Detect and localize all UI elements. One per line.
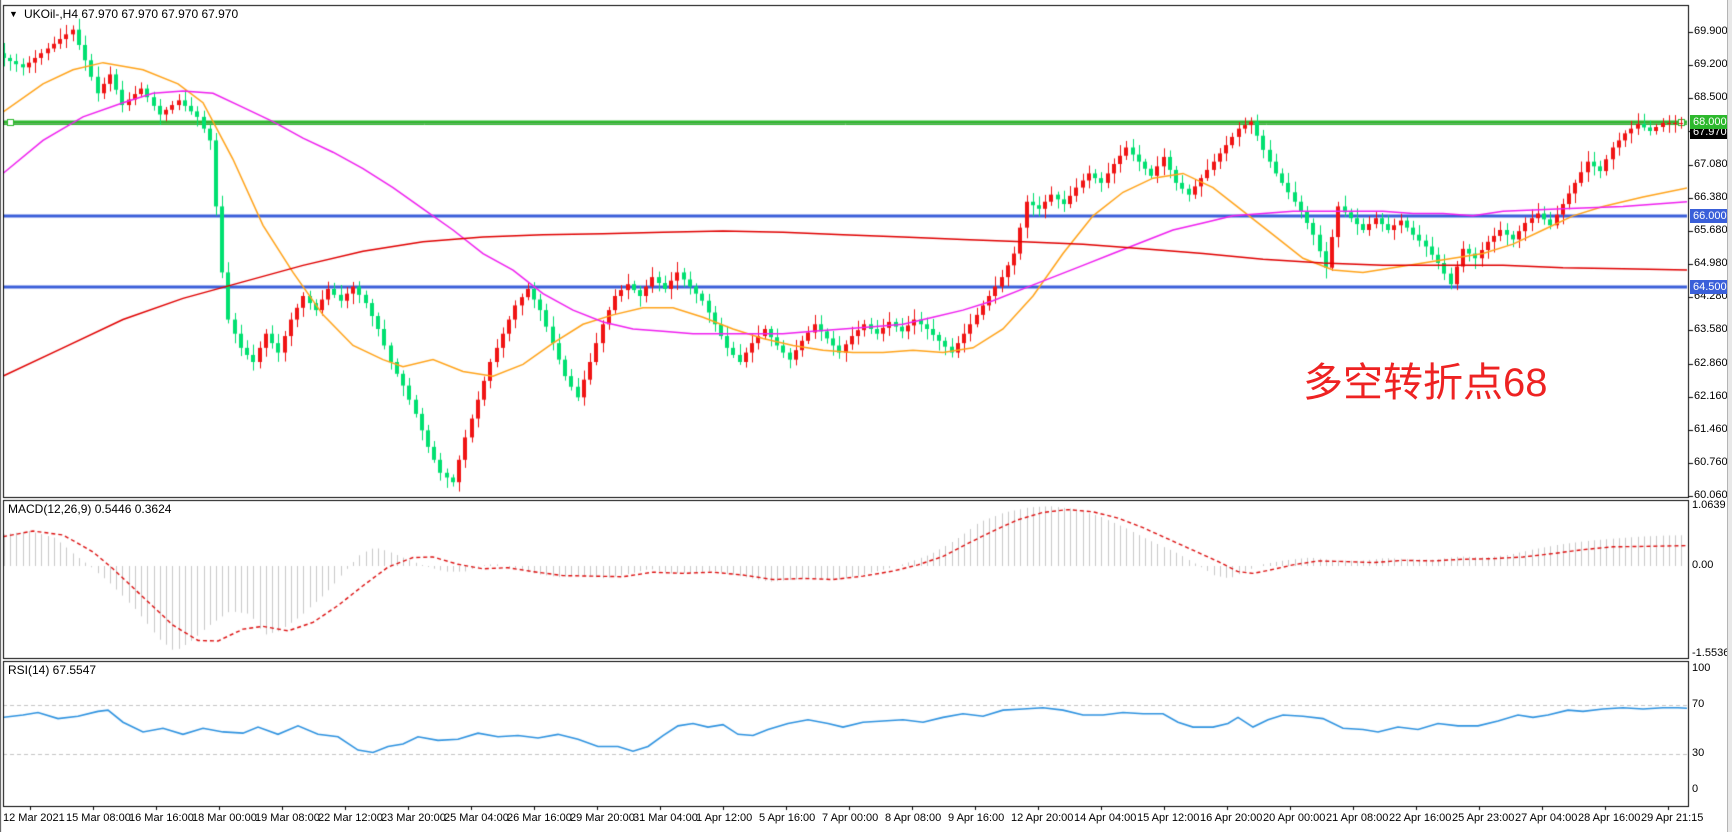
price-axis-label: 62.160 — [1694, 390, 1728, 402]
time-axis-label: 27 Apr 04:00 — [1515, 812, 1578, 824]
price-axis-label: 60.060 — [1694, 489, 1728, 501]
time-axis-label: 29 Mar 20:00 — [570, 812, 635, 824]
time-axis-label: 29 Apr 21:15 — [1641, 812, 1704, 824]
time-axis-label: 20 Apr 00:00 — [1263, 812, 1326, 824]
time-axis-label: 15 Apr 12:00 — [1137, 812, 1200, 824]
time-axis-label: 9 Apr 16:00 — [948, 812, 1005, 824]
price-axis-label: 65.680 — [1694, 224, 1728, 236]
rsi-axis-label: 100 — [1692, 662, 1711, 674]
price-axis-label: 62.860 — [1694, 357, 1728, 369]
price-axis-label: 67.080 — [1694, 158, 1728, 170]
price-axis-label: 68.500 — [1694, 91, 1728, 103]
time-axis-label: 8 Apr 08:00 — [885, 812, 942, 824]
time-axis-label: 14 Apr 04:00 — [1074, 812, 1137, 824]
rsi-label: RSI(14) 67.5547 — [8, 663, 97, 677]
time-axis-label: 22 Mar 12:00 — [318, 812, 383, 824]
macd-axis-label: -1.5536 — [1692, 647, 1730, 659]
rsi-axis-label: 30 — [1692, 747, 1705, 759]
time-axis-label: 16 Apr 20:00 — [1200, 812, 1263, 824]
time-axis-label: 1 Apr 12:00 — [696, 812, 753, 824]
text-annotation: 多空转折点68 — [1303, 361, 1548, 405]
time-axis-label: 12 Mar 2021 — [3, 812, 65, 824]
time-axis-label: 26 Mar 16:00 — [507, 812, 572, 824]
time-axis-label: 19 Mar 08:00 — [255, 812, 320, 824]
time-axis-label: 23 Mar 20:00 — [381, 812, 446, 824]
collapse-triangle-icon[interactable]: ▼ — [9, 9, 18, 19]
macd-axis-label: 1.0639 — [1692, 499, 1726, 511]
macd-axis-label: 0.00 — [1692, 559, 1714, 571]
price-axis-label: 66.380 — [1694, 191, 1728, 203]
panel-divider-rsi[interactable] — [3, 656, 1688, 661]
price-axis-label: 64.980 — [1694, 257, 1728, 269]
panel-divider-macd[interactable] — [3, 495, 1688, 500]
time-axis-label: 25 Mar 04:00 — [444, 812, 509, 824]
time-axis-label: 5 Apr 16:00 — [759, 812, 816, 824]
time-axis-label: 28 Apr 16:00 — [1578, 812, 1641, 824]
symbol-ohlc-header: UKOil-,H4 67.970 67.970 67.970 67.970 — [24, 7, 239, 21]
window-edge — [1727, 0, 1732, 832]
time-axis-label: 12 Apr 20:00 — [1011, 812, 1074, 824]
price-axis-label: 60.760 — [1694, 456, 1728, 468]
time-axis-label: 25 Apr 23:00 — [1452, 812, 1515, 824]
time-axis-label: 22 Apr 16:00 — [1389, 812, 1452, 824]
macd-label: MACD(12,26,9) 0.5446 0.3624 — [8, 502, 172, 516]
time-axis-label: 7 Apr 00:00 — [822, 812, 879, 824]
price-axis-label: 63.580 — [1694, 323, 1728, 335]
rsi-axis-label: 70 — [1692, 698, 1705, 710]
price-axis-label: 61.460 — [1694, 423, 1728, 435]
level-badge-64-5: 64.500 — [1690, 280, 1732, 294]
time-axis-label: 21 Apr 08:00 — [1326, 812, 1389, 824]
price-axis-label: 69.200 — [1694, 58, 1728, 70]
price-axis-label: 69.900 — [1694, 25, 1728, 37]
time-axis-label: 15 Mar 08:00 — [66, 812, 131, 824]
time-axis-label: 18 Mar 00:00 — [192, 812, 257, 824]
time-axis-label: 31 Mar 04:00 — [633, 812, 698, 824]
level-badge-66: 66.000 — [1690, 209, 1732, 223]
level-badge-68: 68.000 — [1690, 115, 1732, 129]
time-axis-label: 16 Mar 16:00 — [129, 812, 194, 824]
rsi-axis-label: 0 — [1692, 783, 1699, 795]
